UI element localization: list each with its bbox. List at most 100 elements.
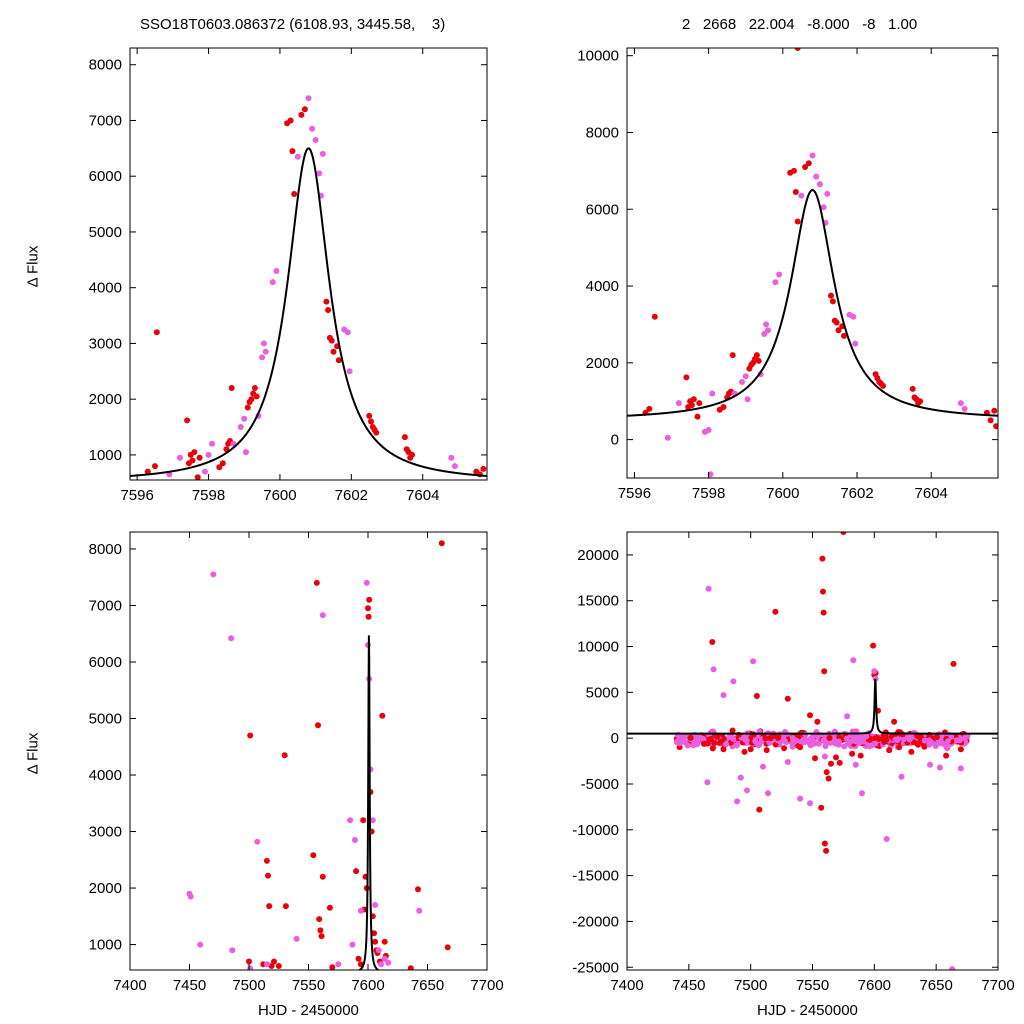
data-point-red [741, 748, 748, 755]
y-tick-label: 7000 [89, 597, 122, 614]
plot-frame [129, 47, 488, 481]
data-point-magenta [765, 790, 771, 797]
data-point-red [196, 454, 203, 461]
data-point-magenta [347, 817, 354, 824]
data-point-band [906, 736, 913, 743]
data-point-magenta [369, 817, 376, 824]
data-point-magenta [316, 170, 323, 177]
data-point-magenta [744, 787, 750, 794]
data-point-band [680, 736, 687, 743]
data-point-magenta [237, 424, 244, 430]
data-point-red [189, 457, 196, 464]
data-point-red [335, 357, 342, 364]
y-tick-label: 2000 [89, 391, 122, 408]
data-point-magenta [451, 463, 458, 470]
data-point-red [823, 847, 830, 854]
x-tick-label: 7598 [692, 485, 725, 502]
data-point-magenta [927, 761, 933, 768]
data-point-red [849, 750, 856, 757]
data-point-band [895, 736, 901, 743]
data-point-magenta [319, 612, 326, 619]
data-point-magenta [898, 773, 905, 780]
y-tick-label: 0 [611, 432, 619, 449]
data-point-magenta [187, 893, 194, 900]
x-tick-label: 7600 [858, 977, 891, 994]
data-point-magenta [871, 668, 878, 675]
data-point-magenta [949, 966, 956, 970]
data-point-red [833, 754, 839, 761]
data-point-red [763, 747, 770, 754]
data-point-magenta [784, 759, 791, 765]
data-point-red [683, 374, 690, 381]
x-tick-label: 7600 [766, 485, 799, 502]
data-point-magenta [961, 405, 968, 412]
x-tick-label: 7650 [919, 977, 952, 994]
data-point-magenta [852, 340, 859, 347]
data-point-red [365, 605, 371, 612]
data-point-magenta [229, 947, 236, 954]
data-point-magenta [375, 947, 382, 954]
data-point-band [815, 740, 822, 747]
data-point-magenta [750, 658, 757, 665]
data-point-red [409, 451, 415, 458]
data-point-red [792, 189, 799, 195]
data-point-magenta [705, 585, 712, 592]
data-point-magenta [209, 440, 216, 447]
data-point-band [937, 740, 944, 747]
data-point-red [353, 868, 360, 875]
data-point-red [372, 938, 379, 945]
data-point-red [438, 540, 445, 547]
data-point-band [831, 734, 838, 741]
data-point-magenta [852, 761, 859, 768]
data-point-magenta [177, 454, 183, 461]
y-tick-label: 15000 [577, 593, 619, 610]
data-point-band [767, 735, 774, 741]
data-point-magenta [378, 961, 385, 968]
data-point-magenta [776, 271, 783, 278]
data-point-band [822, 743, 829, 750]
y-tick-label: -25000 [572, 959, 619, 976]
data-point-red [291, 191, 298, 197]
data-point-band [694, 737, 701, 743]
model-curve [627, 189, 998, 417]
data-point-magenta [720, 692, 727, 699]
data-point-red [298, 111, 305, 118]
data-point-magenta [859, 790, 865, 797]
data-point-red [325, 307, 332, 313]
y-tick-label: 1000 [89, 447, 122, 464]
data-point-red [310, 852, 317, 859]
data-point-red [317, 927, 324, 934]
data-point-magenta [850, 657, 857, 664]
y-axis-label-bottom: Δ Flux [24, 732, 42, 775]
y-tick-label: 8000 [89, 541, 122, 558]
data-point-band [933, 734, 940, 740]
plot-frame [626, 47, 999, 479]
data-point-red [281, 752, 288, 759]
data-point-magenta [675, 400, 682, 407]
data-point-magenta [349, 941, 356, 948]
data-point-magenta [228, 635, 235, 642]
data-point-red [819, 555, 826, 562]
data-point-red [814, 718, 821, 725]
data-point-red [371, 930, 377, 937]
data-point-red [444, 944, 451, 951]
data-point-band [835, 738, 842, 745]
data-point-red [828, 760, 834, 767]
x-tick-label: 7600 [351, 977, 384, 994]
data-point-red [987, 417, 994, 424]
data-point-band [956, 737, 963, 744]
data-point-red [646, 405, 653, 412]
x-tick-label: 7596 [618, 485, 651, 502]
data-point-band [780, 735, 787, 742]
data-point-magenta [263, 961, 270, 968]
data-point-red [794, 48, 801, 51]
y-tick-label: 6000 [586, 201, 619, 218]
data-point-band [843, 735, 850, 742]
data-point-red [943, 752, 950, 759]
data-point-red [720, 404, 727, 410]
data-point-red [709, 639, 716, 645]
data-point-magenta [372, 902, 379, 908]
plot-area [627, 532, 998, 970]
data-point-red [784, 695, 791, 702]
data-point-magenta [357, 907, 364, 914]
